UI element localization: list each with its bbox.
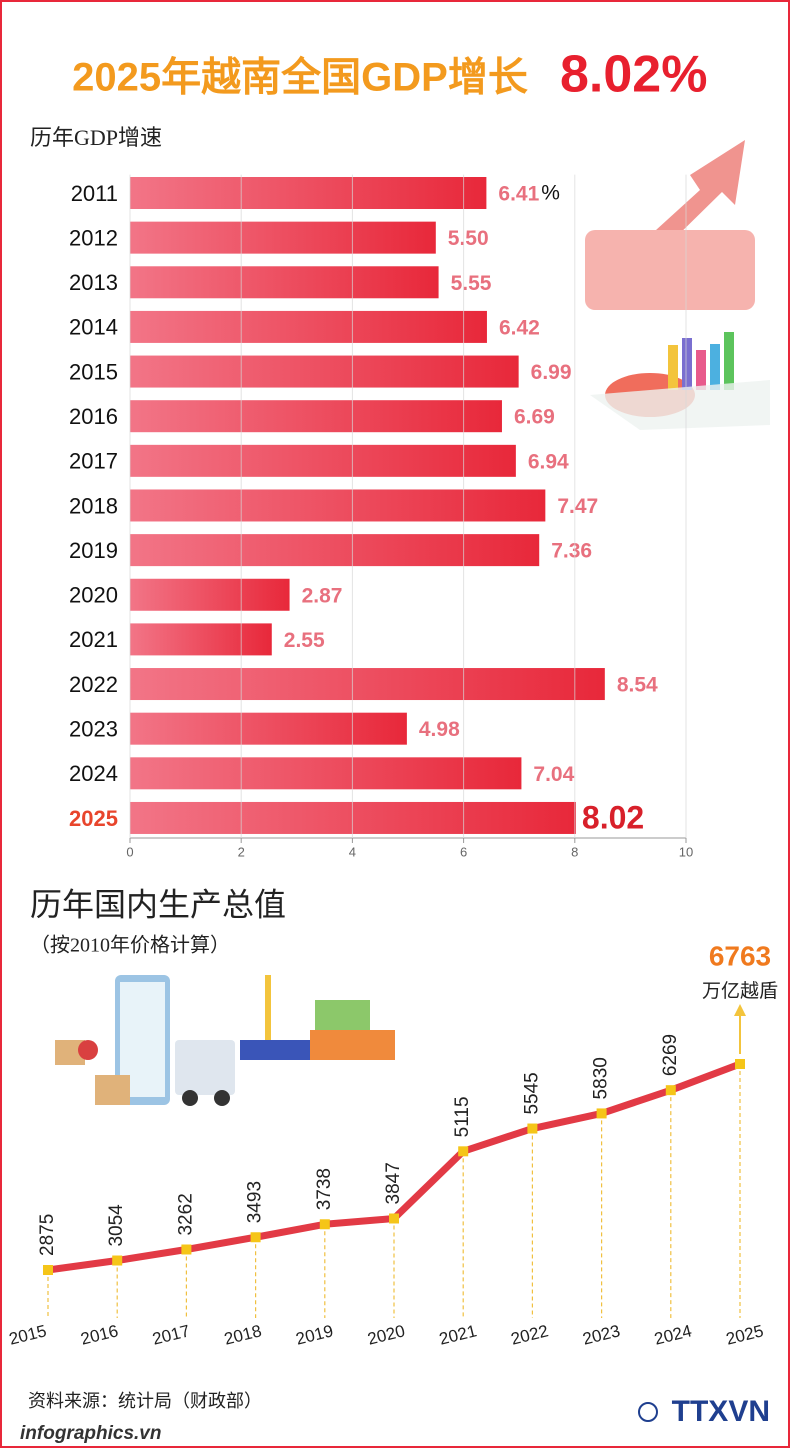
bar [130, 221, 436, 254]
y-category-label: 2016 [69, 404, 118, 429]
x-tick-label: 8 [571, 844, 578, 859]
bar [130, 623, 272, 656]
value-label: 5545 [521, 1072, 542, 1114]
value-label: 8.02 [582, 799, 644, 835]
value-label: 7.36 [551, 540, 592, 563]
value-label: 6.42 [499, 316, 540, 339]
y-category-label: 2017 [69, 449, 118, 474]
line-chart-title: 历年国内生产总值 [30, 886, 286, 922]
value-label: 6269 [660, 1034, 681, 1076]
marker [389, 1213, 399, 1224]
x-tick-label: 10 [679, 844, 693, 859]
marker [596, 1108, 607, 1119]
bar [130, 266, 439, 299]
value-label: 3262 [175, 1193, 196, 1235]
marker [527, 1123, 538, 1134]
bar [130, 712, 407, 745]
value-label: 8.54 [617, 674, 658, 697]
value-unit: % [541, 182, 560, 205]
marker [181, 1244, 192, 1255]
bar [130, 757, 522, 790]
value-label: 6.41 [498, 183, 539, 206]
marker [112, 1255, 123, 1266]
unit-label: 万亿越盾 [702, 980, 778, 1002]
value-label: 7.04 [533, 763, 574, 786]
marker [250, 1232, 261, 1243]
value-label: 3054 [106, 1204, 127, 1247]
x-tick-label: 6 [460, 844, 467, 859]
bar-chart-title: 历年GDP增速 [30, 125, 162, 150]
bar [130, 400, 502, 433]
value-label: 6.99 [531, 361, 572, 384]
value-label: 3493 [245, 1181, 266, 1223]
value-label: 5.50 [448, 227, 489, 250]
value-label: 2.87 [302, 584, 343, 607]
y-category-label: 2018 [69, 493, 118, 518]
y-category-label: 2021 [69, 627, 118, 652]
y-category-label: 2019 [69, 538, 118, 563]
bar [130, 668, 605, 701]
marker [319, 1219, 330, 1230]
gdp-illustration [585, 140, 770, 430]
agency-logo: TTXVN [672, 1395, 770, 1428]
bar [130, 310, 487, 343]
y-category-label: 2023 [69, 716, 118, 741]
bar [130, 489, 546, 522]
x-tick-label: 0 [126, 844, 133, 859]
source-note: 资料来源：统计局（财政部） [28, 1391, 262, 1411]
y-category-label: 2011 [71, 181, 118, 206]
copyright-icon [638, 1402, 658, 1422]
site-name: infographics.vn [20, 1423, 161, 1444]
marker [43, 1265, 53, 1275]
value-label: 5115 [452, 1096, 473, 1137]
bar [130, 534, 540, 567]
value-label: 5830 [591, 1057, 612, 1099]
value-label: 4.98 [419, 718, 460, 741]
y-category-label: 2022 [69, 672, 118, 697]
bar [130, 177, 487, 209]
bar [130, 355, 519, 388]
value-label: 3738 [314, 1168, 335, 1210]
bar [130, 801, 576, 834]
y-category-label: 2024 [69, 761, 118, 786]
marker [458, 1146, 469, 1157]
bar [130, 444, 516, 477]
value-label: 2875 [37, 1214, 58, 1256]
y-category-label: 2025 [69, 806, 118, 831]
y-category-label: 2015 [69, 359, 118, 384]
value-label: 2.55 [284, 629, 325, 652]
y-category-label: 2012 [69, 225, 118, 250]
logistics-illustration [55, 975, 395, 1106]
value-label: 6.69 [514, 406, 555, 429]
marker [665, 1085, 676, 1096]
arrow-head [734, 1004, 746, 1016]
y-category-label: 2020 [69, 583, 118, 608]
value-label: 6763 [709, 940, 771, 971]
y-category-label: 2014 [69, 315, 118, 340]
value-label: 7.47 [557, 495, 598, 518]
bar [130, 578, 290, 611]
value-label: 5.55 [451, 272, 492, 295]
main-title: 2025年越南全国GDP增长 [72, 55, 528, 100]
value-label: 3847 [383, 1162, 404, 1204]
marker [735, 1059, 745, 1069]
y-category-label: 2013 [69, 270, 118, 295]
x-tick-label: 2 [238, 844, 245, 859]
x-tick-label: 4 [349, 844, 356, 859]
value-label: 6.94 [528, 450, 569, 473]
line-chart-subtitle: （按2010年价格计算） [30, 934, 230, 957]
main-title-highlight: 8.02% [560, 46, 707, 104]
